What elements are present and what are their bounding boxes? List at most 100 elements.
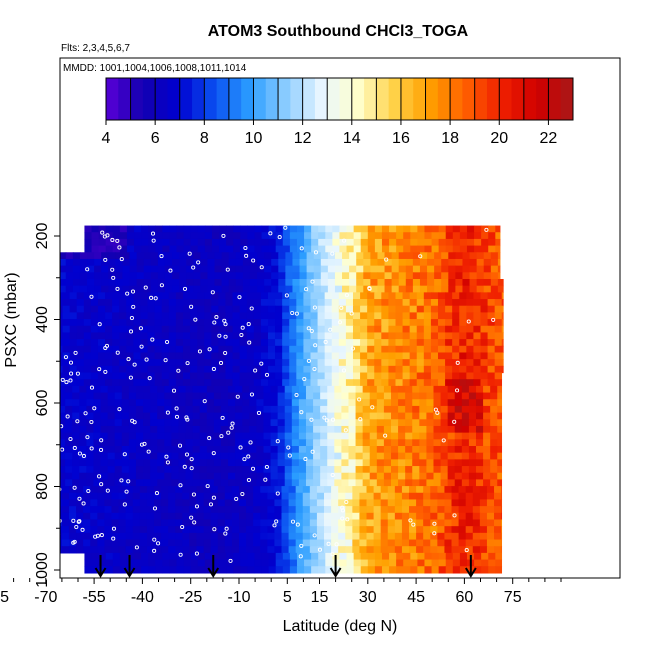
field-cell [349, 279, 357, 287]
field-cell [359, 499, 368, 507]
field-cell [324, 532, 332, 541]
field-cell [175, 332, 184, 340]
field-cell [452, 312, 460, 320]
field-cell [490, 285, 499, 293]
field-cell [338, 292, 347, 300]
field-cell [480, 339, 489, 347]
field-cell [172, 252, 180, 260]
field-cell [469, 258, 478, 267]
field-cell [104, 492, 113, 501]
field-cell [405, 399, 413, 407]
field-cell [239, 539, 247, 547]
field-cell [348, 459, 357, 467]
field-cell [362, 439, 371, 447]
field-cell [402, 312, 411, 320]
field-cell [260, 332, 269, 340]
field-cell [338, 506, 346, 514]
field-cell [148, 238, 156, 247]
field-cell [204, 372, 212, 380]
field-cell [154, 352, 163, 360]
field-cell [65, 258, 74, 267]
field-cell [488, 232, 496, 240]
field-cell [168, 526, 176, 534]
field-cell [299, 285, 308, 293]
field-cell [291, 472, 300, 481]
field-cell [388, 365, 397, 374]
field-cell [112, 359, 120, 367]
field-cell [468, 439, 477, 447]
field-cell [204, 559, 213, 567]
field-cell [304, 232, 312, 240]
sample-point [64, 380, 69, 385]
field-cell [275, 352, 283, 360]
field-cell [381, 312, 390, 320]
field-cell [254, 238, 263, 247]
sample-point [340, 508, 345, 513]
field-cell [185, 472, 194, 481]
field-cell [366, 492, 375, 501]
field-cell [402, 325, 411, 334]
field-cell [433, 412, 442, 420]
field-cell [140, 312, 149, 320]
field-cell [76, 292, 85, 300]
field-cell [175, 305, 184, 314]
field-cell [441, 285, 449, 293]
sample-point [309, 329, 314, 334]
field-cell [341, 446, 350, 454]
field-cell [41, 506, 49, 513]
field-cell [260, 506, 268, 514]
field-cell [360, 325, 368, 334]
field-cell [218, 352, 227, 360]
field-cell [119, 365, 127, 374]
field-cell [381, 245, 390, 253]
field-cell [309, 506, 318, 514]
field-cell [79, 466, 87, 474]
field-cell [426, 472, 435, 481]
sample-point [341, 368, 347, 373]
field-cell [445, 312, 453, 320]
field-cell [497, 432, 503, 440]
field-cell [132, 532, 141, 541]
sample-point [23, 282, 26, 285]
field-cell [362, 459, 371, 467]
field-cell [179, 272, 187, 280]
field-cell [240, 225, 248, 233]
field-cell [93, 405, 102, 414]
field-cell [65, 385, 73, 394]
sample-point [306, 326, 311, 331]
field-cell [398, 466, 406, 474]
field-cell [324, 526, 332, 534]
field-cell [228, 459, 236, 467]
field-cell [26, 519, 34, 526]
field-cell [360, 345, 368, 354]
field-cell [143, 392, 151, 400]
field-cell [76, 372, 85, 380]
field-cell [298, 472, 307, 481]
field-cell [423, 486, 431, 494]
field-cell [327, 392, 335, 400]
field-cell [112, 225, 121, 233]
field-cell [282, 299, 290, 307]
field-cell [461, 425, 470, 434]
field-cell [190, 379, 198, 387]
field-cell [334, 252, 343, 260]
field-cell [430, 352, 439, 360]
sample-point [312, 533, 317, 538]
field-cell [76, 359, 85, 367]
field-cell [426, 459, 435, 467]
field-cell [376, 412, 385, 420]
field-cell [143, 425, 151, 434]
field-cell [263, 399, 272, 407]
field-cell [461, 412, 470, 420]
field-cell [60, 546, 63, 554]
field-cell [289, 325, 297, 334]
field-cell [475, 472, 484, 481]
field-cell [182, 539, 191, 547]
field-cell [476, 265, 485, 273]
field-cell [204, 332, 212, 340]
field-cell [143, 452, 151, 460]
field-cell [501, 526, 503, 534]
field-cell [275, 299, 283, 307]
sample-point [128, 375, 133, 380]
colorbar-segment [523, 78, 537, 120]
